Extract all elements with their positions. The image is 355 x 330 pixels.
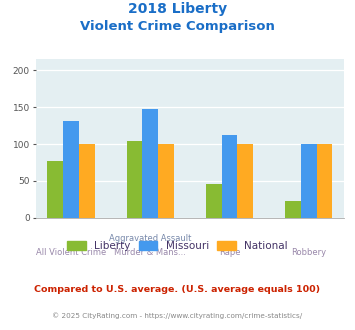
Text: Murder & Mans...: Murder & Mans... — [114, 248, 186, 257]
Text: Rape: Rape — [219, 248, 240, 257]
Text: Violent Crime Comparison: Violent Crime Comparison — [80, 20, 275, 33]
Text: All Violent Crime: All Violent Crime — [36, 248, 106, 257]
Bar — [317, 144, 333, 218]
Text: Compared to U.S. average. (U.S. average equals 100): Compared to U.S. average. (U.S. average … — [34, 285, 321, 294]
Bar — [206, 184, 222, 218]
Bar — [142, 110, 158, 218]
Bar — [301, 144, 317, 218]
Text: Aggravated Assault: Aggravated Assault — [109, 235, 191, 244]
Bar — [158, 144, 174, 218]
Bar — [79, 144, 95, 218]
Bar — [237, 144, 253, 218]
Text: 2018 Liberty: 2018 Liberty — [128, 2, 227, 16]
Text: Robbery: Robbery — [291, 248, 326, 257]
Bar — [127, 141, 142, 218]
Text: © 2025 CityRating.com - https://www.cityrating.com/crime-statistics/: © 2025 CityRating.com - https://www.city… — [53, 312, 302, 318]
Bar — [222, 135, 237, 218]
Legend: Liberty, Missouri, National: Liberty, Missouri, National — [63, 237, 292, 255]
Bar — [63, 120, 79, 218]
Bar — [47, 161, 63, 218]
Bar — [285, 201, 301, 218]
